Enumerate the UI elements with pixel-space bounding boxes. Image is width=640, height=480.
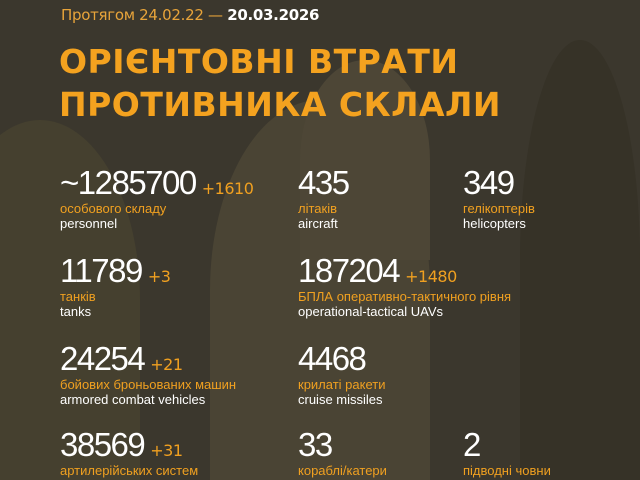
stat-label-ua: артилерійських систем — [60, 463, 199, 478]
stat-item: 33 кораблі/катери — [298, 426, 387, 478]
stat-label-ua: крилаті ракети — [298, 377, 386, 392]
stat-item: 24254 +21 бойових броньованих машин armored… — [60, 340, 237, 407]
stat-delta: +1480 — [405, 267, 457, 286]
stat-value: 349 — [463, 164, 515, 201]
stat-item: 2 підводні човни — [463, 426, 551, 478]
stat-label-en: helicopters — [463, 216, 526, 231]
stat-value: 4468 — [298, 340, 367, 377]
stat-label-ua: кораблі/катери — [298, 463, 387, 478]
stat-value: 187204 — [298, 252, 401, 289]
stat-label-ua: підводні човни — [463, 463, 551, 478]
stat-value: 24254 — [60, 340, 146, 377]
stat-item: 4468 крилаті ракети cruise missiles — [298, 340, 386, 407]
stat-delta: +3 — [147, 267, 171, 286]
stat-value: 11789 — [60, 252, 143, 289]
stat-label-ua: літаків — [298, 201, 337, 216]
stat-item: 38569 +31 артилерійських систем — [60, 426, 199, 478]
stat-delta: +21 — [150, 355, 183, 374]
page-title: ОРІЄНТОВНІ ВТРАТИ ПРОТИВНИКА СКЛАЛИ — [59, 40, 501, 126]
stat-label-en: personnel — [60, 216, 118, 231]
stat-item: ~1285700 +1610 особового складу personnel — [60, 164, 254, 231]
stat-label-en: armored combat vehicles — [60, 392, 206, 407]
title-line-2: ПРОТИВНИКА СКЛАЛИ — [59, 85, 502, 124]
stat-item: 11789 +3 танків tanks — [60, 252, 171, 319]
stat-item: 435 літаків aircraft — [298, 164, 350, 231]
period-start: Протягом 24.02.22 — — [61, 6, 223, 24]
stat-item: 349 гелікоптерів helicopters — [463, 164, 535, 231]
stat-label-en: cruise missiles — [298, 392, 383, 407]
stat-label-ua: бойових броньованих машин — [60, 377, 237, 392]
stat-value: 38569 — [60, 426, 146, 463]
stat-label-ua: танків — [60, 289, 96, 304]
period-end: 20.03.2026 — [227, 6, 320, 24]
stat-item: 187204 +1480 БПЛА оперативно-тактичного рі… — [298, 252, 512, 319]
stat-delta: +1610 — [201, 179, 254, 198]
stat-label-ua: особового складу — [60, 201, 167, 216]
stat-value: ~1285700 — [60, 164, 197, 201]
stat-delta: +31 — [150, 441, 183, 460]
stat-value: 435 — [298, 164, 350, 201]
title-line-1: ОРІЄНТОВНІ ВТРАТИ — [59, 42, 459, 81]
stat-label-en: operational-tactical UAVs — [298, 304, 443, 319]
period-text: Протягом 24.02.22 — 20.03.2026 — [61, 6, 319, 24]
stat-label-en: aircraft — [298, 216, 338, 231]
stat-label-ua: БПЛА оперативно-тактичного рівня — [298, 289, 512, 304]
stat-label-en: tanks — [60, 304, 92, 319]
stat-value: 2 — [463, 426, 481, 463]
stat-value: 33 — [298, 426, 333, 463]
stat-label-ua: гелікоптерів — [463, 201, 535, 216]
